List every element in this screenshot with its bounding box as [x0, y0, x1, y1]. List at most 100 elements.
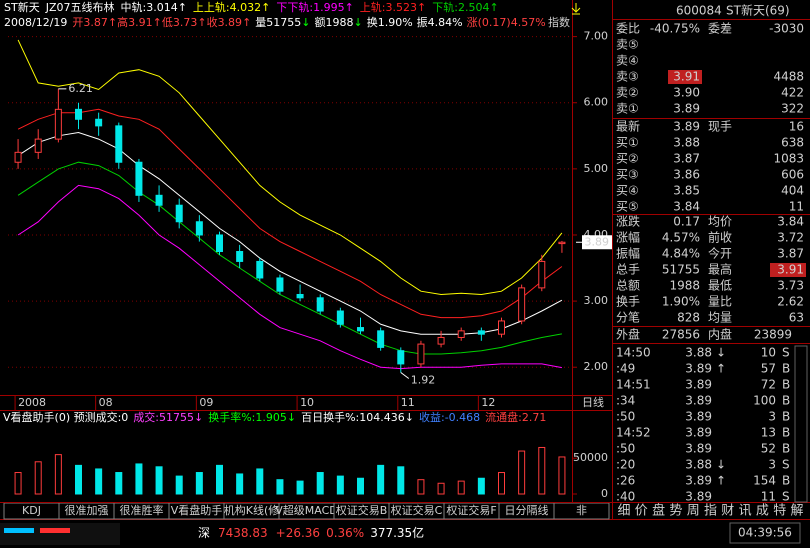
header-item: : — [382, 1, 386, 14]
side-tab[interactable]: 财 — [721, 504, 734, 519]
download-icon[interactable] — [571, 3, 581, 15]
y-tick-label: 3.00 — [584, 294, 609, 307]
band-line — [17, 131, 563, 335]
header-item: 下轨 — [432, 0, 454, 14]
stat-label: 分笔 — [616, 310, 640, 325]
book-label: 卖③ — [616, 70, 639, 84]
tab-label[interactable]: 日分隔线 — [505, 503, 549, 517]
tab-label[interactable]: V看盘助手 — [171, 503, 223, 517]
status-line: 深 7438.83 +26.36 0.36% 377.35亿 — [198, 525, 424, 540]
tick-price: 3.89 — [685, 426, 712, 440]
header-item: : — [142, 1, 146, 14]
volume-bar — [54, 454, 62, 495]
scrollbar[interactable] — [794, 345, 808, 503]
tab-label[interactable]: 机构K线(修 — [224, 503, 280, 517]
side-tab[interactable]: 特 — [773, 504, 786, 519]
tab-label[interactable]: 权证交易F — [446, 503, 496, 517]
candle-body — [54, 108, 62, 140]
book-volume: 322 — [781, 102, 804, 116]
candle-body — [316, 297, 324, 312]
tick-volume: 57 — [761, 362, 776, 376]
tab-label[interactable]: 权证交易C — [391, 503, 443, 517]
volume-bar — [377, 464, 385, 495]
side-tab[interactable]: 讯 — [739, 504, 752, 519]
side-tab[interactable]: 解 — [790, 504, 803, 519]
side-tab[interactable]: 周 — [687, 504, 700, 519]
tick-price: 3.89 — [685, 442, 712, 456]
label: 内盘 — [708, 327, 732, 342]
tick-time: 14:51 — [616, 378, 651, 392]
book-label: 买① — [616, 136, 639, 150]
volume-bar — [75, 464, 82, 495]
stat-value: 51755 — [662, 263, 700, 277]
volume-bar — [155, 466, 163, 495]
candle-body — [498, 320, 505, 335]
side-tab[interactable]: 势 — [669, 503, 682, 519]
candle-body — [357, 327, 364, 332]
tab-label[interactable]: 非 — [576, 504, 587, 517]
header-item: 下下轨 — [276, 0, 309, 14]
header-item: 振4.84% — [417, 15, 463, 29]
side-tab[interactable]: 细 — [617, 504, 630, 519]
volume-bar — [357, 477, 364, 495]
header-item: JZ07五线布林 — [45, 0, 115, 14]
tab-label[interactable]: 很准加强 — [65, 503, 109, 517]
index-button[interactable]: 指数 — [548, 15, 570, 29]
stat-label: 今开 — [708, 246, 732, 261]
stat-label: 最低 — [708, 279, 732, 293]
volume-bar — [276, 479, 284, 495]
stat-label: 均量 — [708, 311, 732, 325]
header-item: : — [226, 1, 230, 14]
header-item: V看盘助手(0) 预测成交:0 — [3, 410, 128, 424]
header-item: 2.504 — [458, 1, 490, 14]
header-item: ↑ — [261, 1, 270, 14]
tick-time: :50 — [616, 410, 635, 424]
tab-label[interactable]: KDJ — [22, 504, 41, 517]
side-tab[interactable]: 成 — [756, 504, 769, 519]
header-line: 2008/12/19 开3.87↑高3.91↑低3.73↑收3.89↑ 量51755… — [4, 15, 546, 29]
tick-side: B — [782, 426, 790, 440]
candle-body — [236, 251, 244, 262]
other: ST新天 JZ07五线布林 中轨:3.014↑ 上上轨:4.032↑ 下下轨:1.995… — [4, 0, 804, 544]
volume-bar — [296, 480, 304, 495]
book-volume: 11 — [789, 200, 804, 214]
y-tick-label: 5.00 — [584, 162, 609, 175]
candle-body — [216, 234, 223, 253]
candle-body — [276, 277, 284, 292]
header-item: 成交:51755↓ — [133, 410, 203, 424]
tick-volume: 3 — [768, 458, 776, 472]
label: 委差 — [708, 22, 732, 36]
book-price: 3.91 — [673, 70, 700, 84]
tab-label[interactable]: V超级MACD — [275, 503, 338, 517]
book-label: 买④ — [616, 184, 639, 198]
book-label: 买⑤ — [616, 200, 639, 214]
header-item: 3.523 — [386, 1, 418, 14]
band-line — [17, 108, 563, 319]
candle-body — [195, 221, 203, 236]
volume-bar — [437, 482, 445, 495]
book-volume: 638 — [781, 136, 804, 150]
stat-label: 振幅 — [616, 246, 640, 261]
volume-bar — [477, 477, 485, 495]
header-item: 高 — [117, 15, 128, 29]
x-tick-label: 10 — [300, 396, 314, 409]
candle-body — [14, 151, 22, 163]
side-tab[interactable]: 盘 — [652, 503, 665, 519]
side-tab[interactable]: 价 — [635, 504, 648, 519]
volume-bar — [316, 472, 324, 495]
tick-dir: ↓ — [716, 458, 726, 472]
tick-time: 14:52 — [616, 426, 651, 440]
side-tab[interactable]: 指 — [704, 504, 717, 519]
tab-label[interactable]: 很准胜率 — [120, 503, 164, 517]
header-item: 额1988 — [315, 16, 354, 29]
header-item: 量 — [255, 16, 266, 29]
stat-label: 量比 — [708, 295, 732, 309]
candle-body — [518, 287, 526, 322]
header-item: 7438.83 — [218, 526, 268, 540]
tab[interactable] — [553, 503, 610, 520]
header-item: 上轨 — [360, 0, 382, 14]
book-label: 卖⑤ — [616, 38, 639, 52]
tab-label[interactable]: 权证交易B — [336, 503, 388, 517]
clock-box — [729, 522, 801, 544]
volume-bar — [34, 461, 42, 495]
